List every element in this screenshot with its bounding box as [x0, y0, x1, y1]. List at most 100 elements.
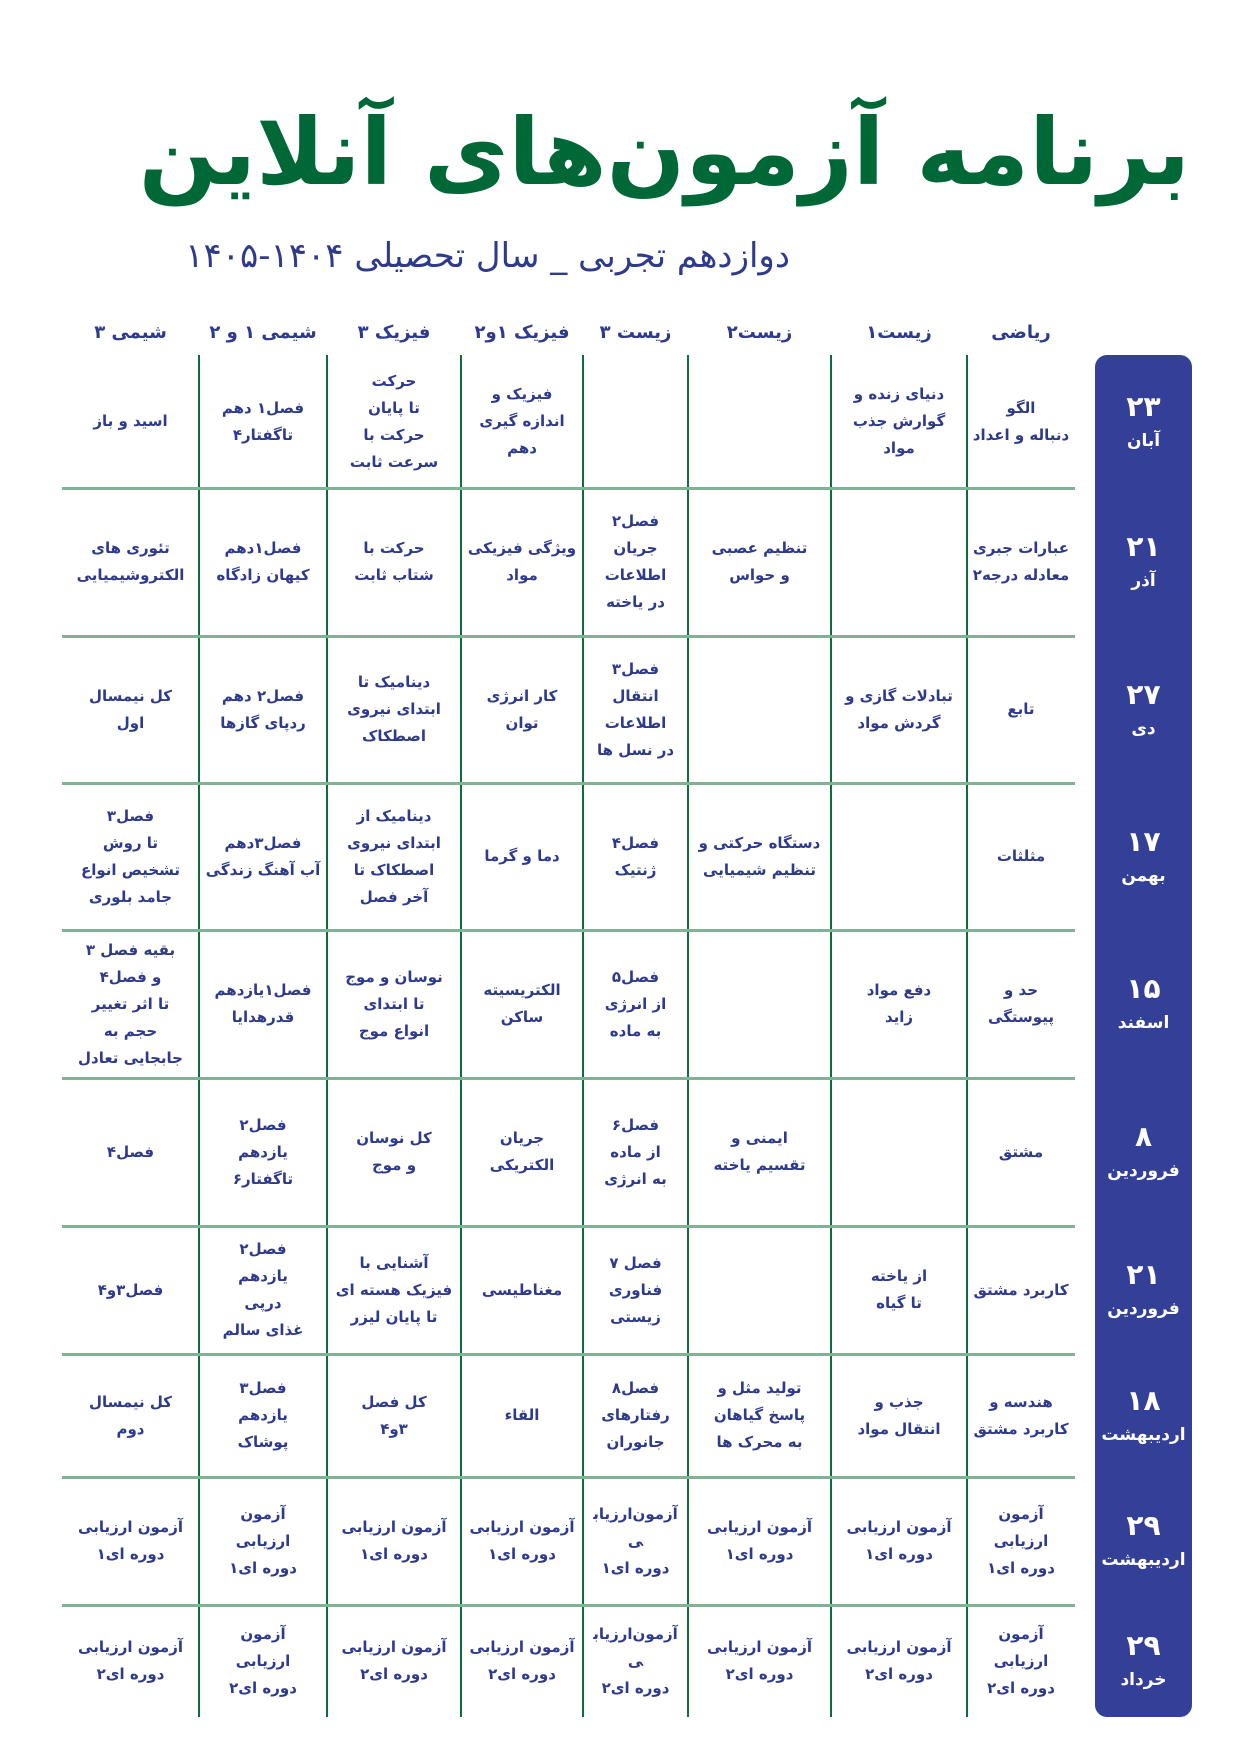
table-cell: فصل۶ از ماده به انرژی [604, 1115, 667, 1188]
table-cell: فصل۳دهم آب آهنگ زندگی [205, 833, 321, 879]
table-cell: آزمون ارزیابی دوره ای۲ [469, 1638, 575, 1683]
table-cell: دفع مواد زاید [866, 981, 932, 1026]
date-column [1095, 355, 1192, 1717]
table-cell: آزمون ارزیابی دوره ای۱ [229, 1504, 297, 1577]
date-day: ۲۱ [1126, 1258, 1161, 1291]
table-cell: فصل۴ ژنتیک [611, 833, 660, 879]
column-header: فیزیک ۱و۲ [474, 322, 570, 343]
grid-horizontal-line [62, 782, 1075, 785]
date-label: ۱۵ اسفند [1095, 930, 1192, 1078]
table-cell: حرکت تا پایان حرکت با سرعت ثابت [349, 371, 439, 471]
table-cell [831, 1078, 967, 1226]
table-cell: الکتریسیته ساکن [483, 981, 561, 1026]
table-cell: آزمون ارزیابی دوره ای۱ [469, 1518, 575, 1563]
grid-vertical-line [582, 355, 584, 1717]
table-cell: القاء [504, 1406, 540, 1424]
table-cell [688, 636, 831, 783]
grid-horizontal-line [62, 929, 1075, 932]
table-cell: فصل۸ رفتارهای جانوران [601, 1379, 670, 1451]
table-cell: فصل۱دهم کیهان زادگاه [216, 539, 310, 584]
table-cell: فصل۱یازدهم قدرهدایا [214, 981, 312, 1026]
table-cell: کل نیمسال دوم [88, 1392, 173, 1438]
date-month: اسفند [1117, 1013, 1170, 1033]
table-cell: آزمون ارزیابی دوره ای۲ [229, 1624, 297, 1697]
table-cell: آزمون‌ارزیابی دوره ای۱ [593, 1504, 678, 1577]
table-cell [831, 488, 967, 636]
date-day: ۱۷ [1126, 824, 1161, 858]
table-cell: آزمون ارزیابی دوره ای۲ [846, 1638, 952, 1683]
table-cell: ایمنی و تقسیم یاخته [713, 1129, 806, 1174]
table-cell: کل فصل ۳و۴ [361, 1392, 427, 1438]
grid-horizontal-line [62, 635, 1075, 638]
table-cell: تابع [1007, 700, 1035, 718]
column-header: زیست۲ [726, 322, 793, 343]
table-cell: عبارات جبری معادله درجه۲ [972, 539, 1070, 584]
table-cell: کاربرد مشتق [973, 1280, 1069, 1299]
date-day: ۲۱ [1126, 530, 1161, 563]
table-cell: آزمون ارزیابی دوره ای۱ [707, 1518, 812, 1563]
table-cell: تبادلات گازی و گردش مواد [845, 686, 953, 732]
table-cell: آزمون‌ارزیابی دوره ای۲ [593, 1624, 678, 1697]
table-cell: فصل۲ جریان اطلاعات در یاخته [604, 512, 667, 611]
date-day: ۲۷ [1126, 677, 1161, 711]
date-label: ۱۷ بهمن [1095, 783, 1192, 930]
date-month: بهمن [1121, 865, 1166, 886]
date-label: ۲۹ اردیبهشت [1095, 1477, 1192, 1605]
table-cell: مغناطیسی [481, 1280, 563, 1299]
column-header: فیزیک ۳ [357, 322, 431, 343]
table-cell: فصل۳ انتقال اطلاعات در نسل ها [596, 659, 675, 759]
table-cell: کل نیمسال اول [88, 686, 173, 732]
date-label: ۲۱ آذر [1095, 488, 1192, 636]
table-cell: دما و گرما [484, 847, 560, 865]
table-cell: فصل۴ [106, 1142, 155, 1161]
table-cell: فصل۵ از انرژی به ماده [604, 967, 667, 1040]
table-cell: نوسان و موج تا ابتدای انواع موج [345, 967, 443, 1040]
grid-horizontal-line [62, 1476, 1075, 1479]
table-cell [688, 1226, 831, 1354]
table-cell: اسید و باز [93, 412, 168, 430]
date-month: اردیبهشت [1101, 1424, 1186, 1445]
table-cell [688, 930, 831, 1078]
date-month: آبان [1126, 430, 1161, 451]
table-cell: فصل۲ دهم ردپای گازها [220, 686, 306, 732]
table-cell: تنظیم عصبی و حواس [711, 539, 808, 584]
table-cell: آزمون ارزیابی دوره ای۱ [846, 1518, 952, 1563]
table-cell: مثلثات [996, 847, 1046, 865]
grid-vertical-line [198, 355, 200, 1717]
column-header: زیست ۳ [599, 322, 672, 343]
table-cell: حد و پیوستگی [988, 981, 1054, 1026]
table-cell: آزمون ارزیابی دوره ای۲ [707, 1638, 812, 1683]
date-label: ۲۷ دی [1095, 636, 1192, 783]
page-subtitle: دوازدهم تجربی _ سال تحصیلی ۱۴۰۴-۱۴۰۵ [185, 236, 790, 276]
table-cell: آزمون ارزیابی دوره ای۲ [341, 1638, 447, 1683]
table-cell: فصل۱ دهم تاگفتار۴ [221, 398, 305, 444]
table-cell: الگو دنباله و اعداد [972, 398, 1070, 444]
table-cell: فصل۳ تا روش تشخیص انواع جامد بلوری [80, 806, 181, 906]
date-day: ۲۹ [1126, 1629, 1161, 1662]
table-cell: کل نوسان و موج [356, 1129, 432, 1174]
table-cell: دستگاه حرکتی و تنظیم شیمیایی [698, 833, 821, 879]
grid-vertical-line [460, 355, 462, 1717]
table-cell: ویژگی فیزیکی مواد [467, 539, 577, 584]
grid-vertical-line [326, 355, 328, 1717]
grid-horizontal-line [62, 1604, 1075, 1607]
date-label: ۸ فروردین [1095, 1078, 1192, 1226]
grid-horizontal-line [62, 1225, 1075, 1228]
table-cell: آزمون ارزیابی دوره ای۱ [987, 1504, 1055, 1577]
date-label: ۱۸ اردیبهشت [1095, 1354, 1192, 1477]
grid-horizontal-line [62, 487, 1075, 490]
table-cell: فصل۲ یازدهم تاگفتار۶ [232, 1115, 294, 1188]
table-cell: از یاخته تا گیاه [870, 1267, 928, 1312]
page-title: برنامه آزمون‌های آنلاین [138, 99, 1190, 206]
table-cell: کار انرژی توان [486, 686, 558, 732]
date-label: ۲۱ فروردین [1095, 1226, 1192, 1354]
grid-horizontal-line [62, 1077, 1075, 1080]
table-cell: دینامیک تا ابتدای نیروی اصطکاک [347, 673, 441, 745]
grid-horizontal-line [62, 1353, 1075, 1356]
table-cell: جذب و انتقال مواد [857, 1392, 941, 1438]
table-cell [831, 783, 967, 930]
grid-vertical-line [830, 355, 832, 1717]
table-cell: تئوری های الکتروشیمیایی [76, 539, 185, 584]
grid-vertical-line [687, 355, 689, 1717]
table-cell: آزمون ارزیابی دوره ای۲ [987, 1624, 1055, 1697]
